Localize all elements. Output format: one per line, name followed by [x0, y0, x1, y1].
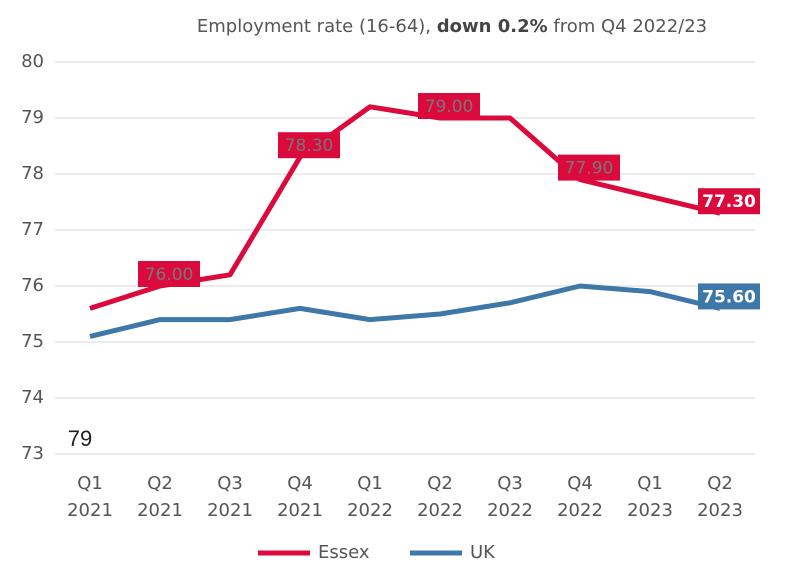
x-tick-line: 2022 [487, 500, 533, 521]
x-tick-line: 2023 [697, 500, 743, 521]
x-tick-label: Q4 2021 [277, 473, 323, 521]
x-tick-line: Q1 [637, 473, 663, 494]
x-tick-line: Q3 [497, 473, 523, 494]
y-tick-label: 73 [21, 443, 44, 464]
y-tick-label: 74 [21, 387, 44, 408]
data-label: 78.30 [285, 136, 334, 156]
x-tick-label: Q1 2023 [627, 473, 673, 521]
title-end: from Q4 2022/23 [553, 16, 707, 37]
data-label-box [558, 154, 620, 181]
x-tick-label: Q1 2021 [67, 473, 113, 521]
y-tick-label: 78 [21, 163, 44, 184]
data-label-box [698, 283, 760, 310]
x-tick-line: 2022 [347, 500, 393, 521]
title-start: Employment rate (16-64), [197, 16, 431, 37]
chart-title: Employment rate (16-64), down 0.2% from … [197, 16, 707, 37]
data-label: 79.00 [425, 97, 474, 117]
data-label-box [278, 132, 340, 159]
x-tick-label: Q4 2022 [557, 473, 603, 521]
x-tick-line: 2021 [207, 500, 253, 521]
data-label: 77.90 [565, 159, 614, 179]
x-tick-line: Q2 [147, 473, 173, 494]
x-tick-label: Q2 2023 [697, 473, 743, 521]
x-tick-line: 2021 [137, 500, 183, 521]
title-emphasis: down 0.2% [437, 16, 548, 37]
x-tick-label: Q1 2022 [347, 473, 393, 521]
x-tick-line: 2021 [67, 500, 113, 521]
legend-label: Essex [318, 542, 370, 563]
x-tick-line: 2023 [627, 500, 673, 521]
x-tick-label: Q3 2021 [207, 473, 253, 521]
y-tick-label: 79 [21, 107, 44, 128]
x-tick-line: Q1 [77, 473, 103, 494]
x-tick-line: Q4 [287, 473, 313, 494]
x-tick-label: Q2 2022 [417, 473, 463, 521]
x-tick-line: Q3 [217, 473, 243, 494]
data-label-box [138, 261, 200, 287]
data-label-box [418, 93, 480, 119]
y-tick-label: 75 [21, 331, 44, 352]
data-label: 76.00 [145, 265, 194, 285]
x-tick-line: 2022 [557, 500, 603, 521]
x-tick-label: Q2 2021 [137, 473, 183, 521]
y-tick-label: 77 [21, 219, 44, 240]
annotation: 79 [68, 426, 92, 451]
legend-label: UK [470, 542, 496, 563]
y-tick-label: 80 [21, 51, 44, 72]
data-label: 77.30 [702, 192, 756, 212]
series-line [89, 283, 721, 339]
x-tick-line: 2022 [417, 500, 463, 521]
x-tick-label: Q3 2022 [487, 473, 533, 521]
y-tick-label: 76 [21, 275, 44, 296]
x-tick-line: Q1 [357, 473, 383, 494]
x-tick-line: Q2 [707, 473, 733, 494]
x-tick-line: Q2 [427, 473, 453, 494]
data-label-box [698, 188, 760, 215]
data-label: 75.60 [702, 287, 756, 307]
x-tick-line: 2021 [277, 500, 323, 521]
x-tick-line: Q4 [567, 473, 593, 494]
